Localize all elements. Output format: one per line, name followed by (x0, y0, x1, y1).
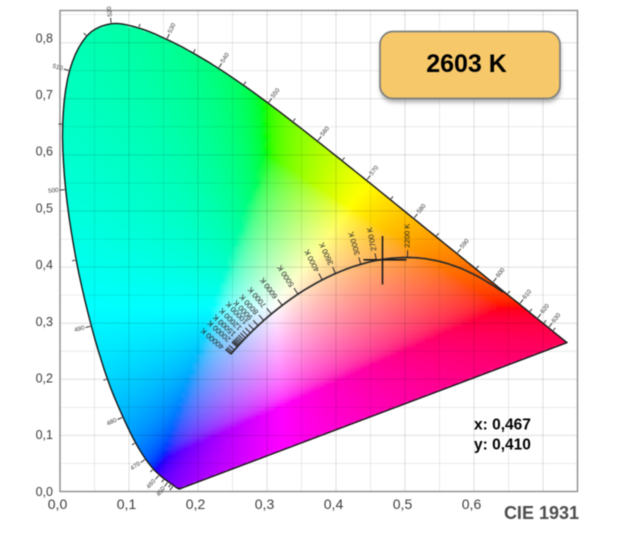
svg-text:520: 520 (106, 5, 114, 17)
svg-text:0,1: 0,1 (117, 496, 137, 512)
svg-text:480: 480 (106, 417, 119, 428)
svg-text:530: 530 (167, 22, 178, 35)
svg-text:0,3: 0,3 (36, 315, 53, 329)
svg-text:500: 500 (48, 187, 60, 195)
svg-text:0,1: 0,1 (36, 428, 53, 442)
svg-text:540: 540 (219, 51, 231, 64)
svg-text:450: 450 (155, 485, 167, 498)
svg-text:0,0: 0,0 (36, 485, 53, 499)
svg-text:CIE 1931: CIE 1931 (504, 503, 579, 523)
svg-text:510: 510 (52, 63, 64, 73)
svg-text:0,7: 0,7 (36, 88, 53, 102)
svg-text:0,0: 0,0 (48, 496, 68, 512)
svg-text:2603 K: 2603 K (426, 50, 507, 78)
svg-text:0,6: 0,6 (36, 145, 53, 159)
svg-text:2200 K: 2200 K (403, 224, 412, 248)
svg-text:x: 0,467: x: 0,467 (474, 417, 531, 434)
svg-text:0,5: 0,5 (36, 201, 53, 215)
svg-text:0,3: 0,3 (255, 496, 275, 512)
svg-text:2700 K: 2700 K (365, 227, 378, 252)
svg-text:0,4: 0,4 (324, 496, 344, 512)
svg-text:0,2: 0,2 (186, 496, 206, 512)
svg-text:0,8: 0,8 (36, 31, 53, 45)
svg-text:0,4: 0,4 (36, 258, 53, 272)
svg-text:0,6: 0,6 (462, 496, 482, 512)
svg-text:0,2: 0,2 (36, 371, 53, 385)
svg-text:y: 0,410: y: 0,410 (474, 437, 531, 454)
svg-text:0,5: 0,5 (393, 496, 413, 512)
svg-text:470: 470 (129, 460, 142, 472)
svg-text:490: 490 (74, 324, 86, 334)
